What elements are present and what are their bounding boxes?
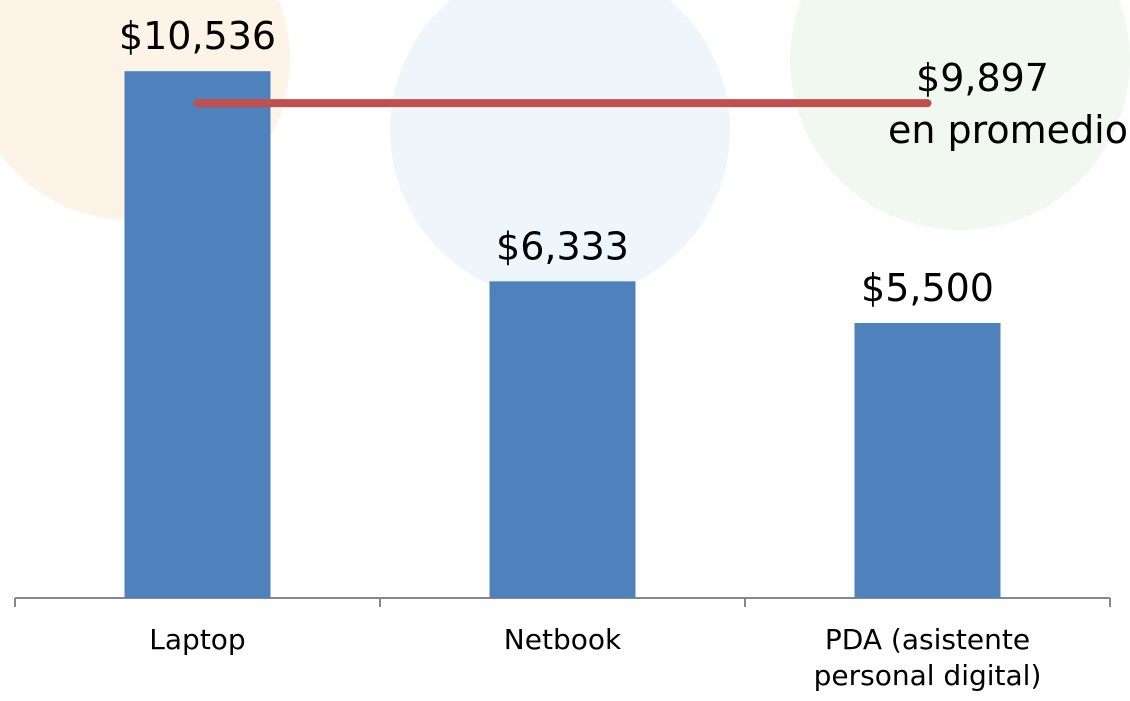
background-circle: [790, 0, 1130, 230]
data-label: $5,500: [861, 266, 994, 310]
data-label: $6,333: [496, 224, 629, 268]
average-label: $9,897: [916, 56, 1049, 100]
data-label: $10,536: [119, 14, 276, 58]
x-tick-label: Netbook: [503, 623, 622, 656]
bar: [124, 71, 271, 598]
x-tick-label: Laptop: [149, 623, 246, 656]
background-circle: [390, 0, 730, 300]
bar: [854, 323, 1001, 598]
average-text: en promedio: [888, 108, 1128, 152]
bar: [489, 281, 636, 598]
x-tick-label: PDA (asistente personal digital): [813, 623, 1042, 692]
